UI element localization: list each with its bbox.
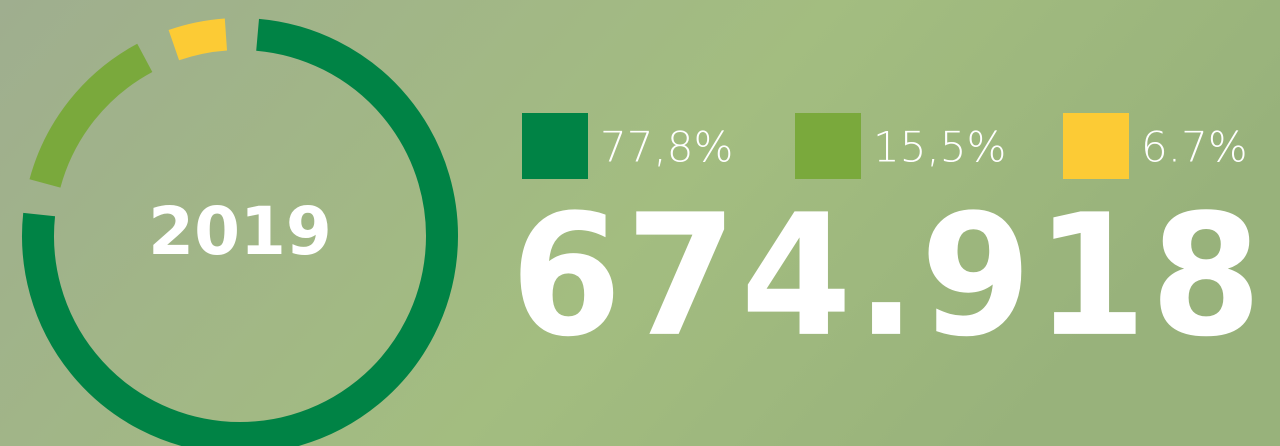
donut xyxy=(22,18,458,446)
center-label: 2019 xyxy=(148,193,332,270)
total-label: 674.918 xyxy=(511,178,1266,374)
legend-value-label: 6.7% xyxy=(1141,123,1248,172)
legend: 77,8% 15,5% 6.7% xyxy=(522,113,1248,179)
legend-swatch xyxy=(522,113,588,179)
legend-swatch xyxy=(795,113,861,179)
donut-segment xyxy=(168,18,228,61)
legend-value-label: 77,8% xyxy=(600,123,733,172)
donut-segment xyxy=(29,43,153,188)
donut-segment xyxy=(22,18,458,446)
legend-value-label: 15,5% xyxy=(873,123,1006,172)
legend-swatch xyxy=(1063,113,1129,179)
